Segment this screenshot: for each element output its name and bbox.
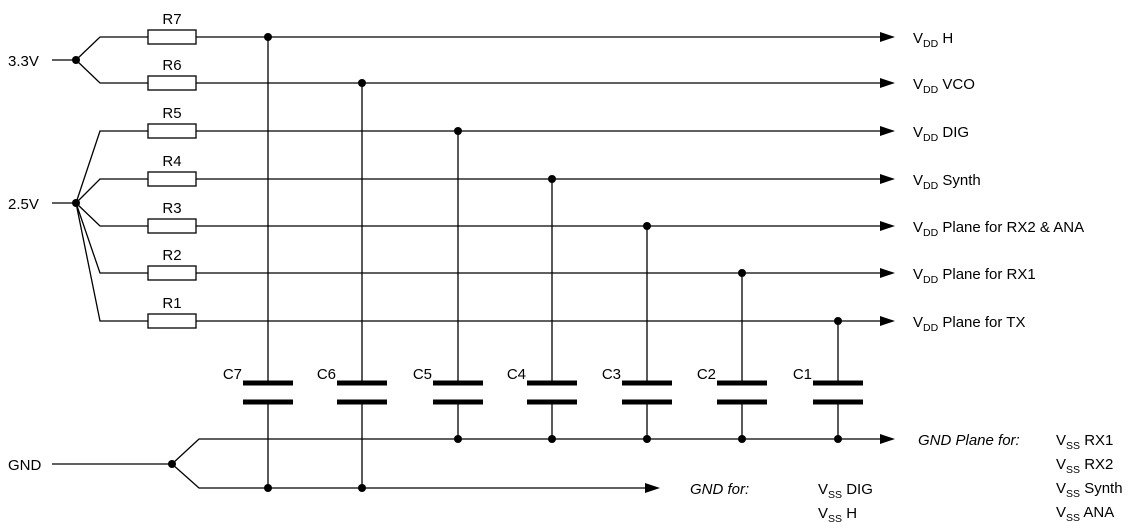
resistor-label: R5 bbox=[162, 105, 181, 122]
rail-7: R1 VDD Plane for TX bbox=[147, 295, 1025, 334]
gnd-plane-item: VSS RX2 bbox=[1056, 456, 1113, 476]
junction-dot bbox=[643, 222, 651, 230]
junction-dot bbox=[72, 56, 80, 64]
capacitor-label: C1 bbox=[793, 366, 812, 383]
cap-plate bbox=[243, 380, 293, 386]
resistor bbox=[147, 265, 197, 281]
gnd-plane-items: VSS RX1 VSS RX2 VSS Synth VSS ANA bbox=[1056, 432, 1123, 522]
rail-2: R6 VDD VCO bbox=[147, 57, 975, 96]
rail-arrow bbox=[880, 78, 895, 88]
rail-label: VDD DIG bbox=[913, 124, 969, 144]
rail-label: VDD Plane for TX bbox=[913, 314, 1025, 334]
resistor bbox=[147, 123, 197, 139]
gnd-plane-arrow bbox=[880, 434, 895, 444]
resistor-label: R7 bbox=[162, 11, 181, 28]
capacitor-c1: C1 bbox=[793, 317, 863, 443]
resistor-label: R4 bbox=[162, 153, 181, 170]
resistor bbox=[147, 29, 197, 45]
rail-6: R2 VDD Plane for RX1 bbox=[147, 247, 1036, 286]
junction-dot bbox=[168, 460, 176, 468]
cap-plate bbox=[813, 380, 863, 386]
resistor bbox=[147, 313, 197, 329]
gnd-plane-item: VSS RX1 bbox=[1056, 432, 1113, 452]
capacitor-c3: C3 bbox=[602, 222, 672, 443]
resistor bbox=[147, 218, 197, 234]
gnd-plane-label: GND Plane for: bbox=[918, 432, 1020, 449]
capacitor-c5: C5 bbox=[413, 127, 483, 443]
cap-plate bbox=[433, 380, 483, 386]
source-2v5-label: 2.5V bbox=[8, 196, 39, 213]
gnd-plane-item: VSS Synth bbox=[1056, 480, 1123, 500]
capacitor-label: C4 bbox=[507, 366, 526, 383]
capacitor-c2: C2 bbox=[697, 269, 767, 443]
rail-4: R4 VDD Synth bbox=[147, 153, 981, 192]
capacitor-label: C7 bbox=[223, 366, 242, 383]
gnd-for-item: VSS DIG bbox=[818, 481, 873, 501]
resistor bbox=[147, 171, 197, 187]
junction-dot bbox=[454, 127, 462, 135]
rail-label: VDD Plane for RX1 bbox=[913, 266, 1036, 286]
net-gnd bbox=[52, 434, 895, 493]
source-gnd-label: GND bbox=[8, 457, 42, 474]
capacitor-c7: C7 bbox=[223, 33, 293, 492]
junction-dot bbox=[358, 79, 366, 87]
rails-layer: R7 VDD H R6 VDD VCO R5 VDD DIG R4 VDD Synth R3 VD… bbox=[147, 11, 1084, 334]
junction-dot bbox=[738, 269, 746, 277]
capacitor-c6: C6 bbox=[317, 79, 387, 492]
resistor bbox=[147, 75, 197, 91]
cap-plate bbox=[527, 380, 577, 386]
rail-label: VDD H bbox=[913, 30, 953, 50]
rail-1: R7 VDD H bbox=[147, 11, 953, 50]
capacitor-label: C2 bbox=[697, 366, 716, 383]
junction-dot bbox=[834, 317, 842, 325]
capacitor-label: C6 bbox=[317, 366, 336, 383]
resistor-label: R6 bbox=[162, 57, 181, 74]
junction-dot bbox=[548, 175, 556, 183]
gnd-for-label: GND for: bbox=[690, 481, 749, 498]
gnd-for-item: VSS H bbox=[818, 505, 857, 522]
rail-arrow bbox=[880, 126, 895, 136]
rail-arrow bbox=[880, 174, 895, 184]
source-3v3-label: 3.3V bbox=[8, 53, 39, 70]
rail-label: VDD VCO bbox=[913, 76, 975, 96]
rail-arrow bbox=[880, 32, 895, 42]
resistor-label: R3 bbox=[162, 200, 181, 217]
net-2v5 bbox=[52, 130, 148, 322]
junction-dot bbox=[72, 199, 80, 207]
rail-arrow bbox=[880, 316, 895, 326]
rail-3: R5 VDD DIG bbox=[147, 105, 969, 144]
rail-arrow bbox=[880, 268, 895, 278]
capacitor-label: C3 bbox=[602, 366, 621, 383]
net-3v3 bbox=[52, 36, 148, 84]
rail-label: VDD Plane for RX2 & ANA bbox=[913, 219, 1084, 239]
resistor-label: R1 bbox=[162, 295, 181, 312]
resistor-label: R2 bbox=[162, 247, 181, 264]
gnd-for-arrow bbox=[645, 483, 660, 493]
cap-plate bbox=[622, 380, 672, 386]
capacitor-label: C5 bbox=[413, 366, 432, 383]
gnd-plane-item: VSS ANA bbox=[1056, 504, 1114, 522]
cap-plate bbox=[337, 380, 387, 386]
rail-arrow bbox=[880, 221, 895, 231]
junction-dot bbox=[264, 33, 272, 41]
cap-plate bbox=[717, 380, 767, 386]
rail-label: VDD Synth bbox=[913, 172, 981, 192]
rail-5: R3 VDD Plane for RX2 & ANA bbox=[147, 200, 1084, 239]
capacitor-c4: C4 bbox=[507, 175, 577, 443]
capacitors-layer: C7 C6 C5 C4 C3 C2 C1 bbox=[223, 33, 863, 492]
gnd-for-items: VSS DIG VSS H bbox=[818, 481, 873, 522]
